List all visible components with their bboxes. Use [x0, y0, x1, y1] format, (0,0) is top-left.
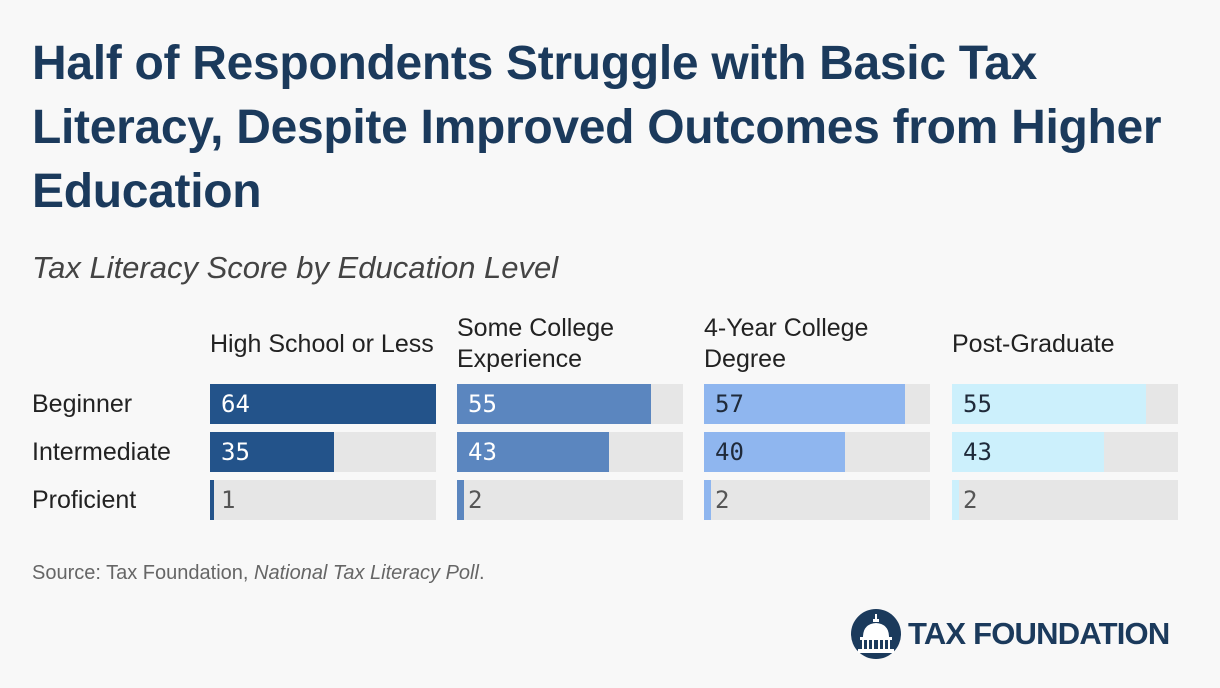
bar [952, 432, 1104, 472]
bar-track: 1 [210, 480, 436, 520]
tax-foundation-logo: TAX FOUNDATION [850, 608, 1170, 660]
bar-track: 43 [952, 432, 1178, 472]
column-header-3: 4-Year College Degree [704, 314, 869, 373]
bar [704, 432, 845, 472]
bar-track: 43 [457, 432, 683, 472]
bar-value-label: 40 [715, 438, 744, 466]
bar-track: 55 [457, 384, 683, 424]
row-label-intermediate: Intermediate [32, 438, 171, 466]
logo-text: TAX FOUNDATION [908, 616, 1170, 651]
source-suffix: . [478, 562, 485, 584]
bar-track: 64 [210, 384, 436, 424]
bar-value-label: 43 [963, 438, 992, 466]
bar-value-label: 1 [221, 486, 236, 514]
bar-track: 2 [704, 480, 930, 520]
bar-value-label: 35 [221, 438, 250, 466]
bar [457, 480, 464, 520]
bar-value-label: 64 [221, 390, 250, 418]
bar [952, 384, 1146, 424]
bar-value-label: 55 [468, 390, 497, 418]
source-prefix: Source: Tax Foundation, [32, 562, 254, 584]
bar [704, 384, 905, 424]
chart-subtitle: Tax Literacy Score by Education Level [32, 250, 559, 285]
bar-value-label: 55 [963, 390, 992, 418]
row-label-proficient: Proficient [32, 486, 137, 514]
bar-track: 55 [952, 384, 1178, 424]
source-publication: National Tax Literacy Poll [254, 562, 479, 584]
bar-value-label: 57 [715, 390, 744, 418]
bar-track: 35 [210, 432, 436, 472]
bar [952, 480, 959, 520]
bar-value-label: 43 [468, 438, 497, 466]
bar-track: 57 [704, 384, 930, 424]
bar-value-label: 2 [963, 486, 978, 514]
bar [704, 480, 711, 520]
chart-title: Half of Respondents Struggle with Basic … [32, 37, 1162, 218]
bar-value-label: 2 [715, 486, 730, 514]
bar [457, 432, 609, 472]
column-header-2: Some College Experience [457, 314, 615, 373]
bar [210, 384, 436, 424]
bar [457, 384, 651, 424]
bar-track: 2 [952, 480, 1178, 520]
bar-track: 40 [704, 432, 930, 472]
bar [210, 480, 214, 520]
capitol-dome-icon [851, 609, 901, 659]
bar-value-label: 2 [468, 486, 483, 514]
bar-track: 2 [457, 480, 683, 520]
row-label-beginner: Beginner [32, 390, 133, 418]
source-note: Source: Tax Foundation, National Tax Lit… [32, 562, 485, 585]
column-header-4: Post-Graduate [952, 329, 1115, 358]
column-header-1: High School or Less [210, 329, 434, 358]
bar [210, 432, 334, 472]
